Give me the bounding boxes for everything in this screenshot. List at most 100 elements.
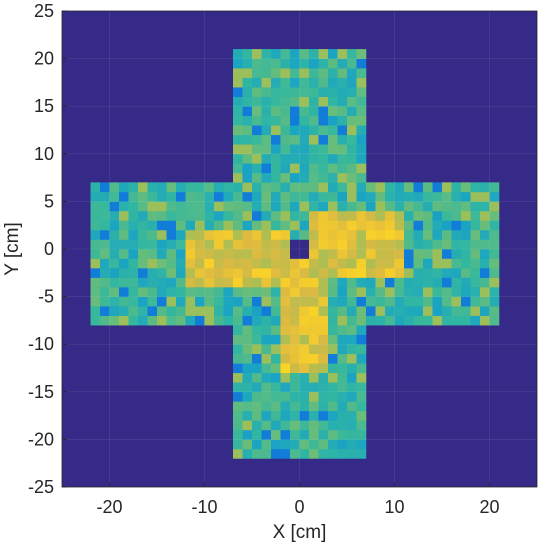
heatmap-cell	[290, 410, 300, 421]
heatmap-cell	[261, 363, 272, 374]
heatmap-cell	[233, 239, 243, 250]
heatmap-cell	[337, 49, 348, 59]
heatmap-cell	[385, 296, 395, 307]
heatmap-cell	[280, 448, 291, 459]
heatmap-cell	[432, 287, 443, 297]
heatmap-cell	[233, 220, 243, 231]
heatmap-cell	[157, 229, 167, 240]
heatmap-cell	[461, 268, 471, 278]
heatmap-cell	[119, 249, 129, 259]
heatmap-cell	[309, 420, 319, 431]
heatmap-cell	[413, 182, 424, 193]
heatmap-cell	[318, 420, 329, 431]
heatmap-cell	[328, 163, 338, 174]
heatmap-cell	[119, 277, 129, 288]
heatmap-cell	[290, 201, 300, 212]
heatmap-cell	[432, 220, 443, 231]
heatmap-cell	[356, 363, 367, 374]
heatmap-cell	[214, 210, 224, 221]
heatmap-cell	[337, 306, 348, 316]
heatmap-cell	[242, 191, 253, 202]
y-tick-label: 20	[34, 49, 54, 69]
heatmap-cell	[347, 163, 357, 174]
heatmap-cell	[470, 315, 481, 326]
heatmap-cell	[309, 334, 319, 345]
heatmap-cell	[261, 172, 272, 183]
heatmap-cell	[195, 210, 205, 221]
heatmap-cell	[442, 268, 452, 278]
heatmap-cell	[252, 372, 262, 383]
heatmap-cell	[347, 334, 357, 345]
heatmap-cell	[318, 353, 329, 364]
heatmap-cell	[252, 334, 262, 345]
heatmap-cell	[100, 182, 110, 193]
heatmap-cell	[356, 153, 367, 164]
heatmap-cell	[185, 229, 196, 240]
heatmap-cell	[261, 439, 272, 450]
heatmap-cell	[356, 125, 367, 136]
heatmap-cell	[309, 77, 319, 88]
heatmap-cell	[328, 296, 338, 307]
heatmap-cell	[176, 306, 186, 316]
heatmap-cell	[328, 201, 338, 212]
heatmap-cell	[470, 220, 481, 231]
heatmap-cell	[138, 258, 148, 269]
x-tick-label: -10	[191, 497, 217, 517]
heatmap-cell	[442, 315, 452, 326]
heatmap-cell	[261, 429, 272, 440]
heatmap-cell	[223, 239, 234, 250]
heatmap-cell	[318, 96, 329, 107]
heatmap-cell	[366, 306, 376, 316]
heatmap-cell	[356, 77, 367, 88]
heatmap-cell	[356, 115, 367, 126]
heatmap-cell	[280, 268, 291, 278]
heatmap-cell	[442, 296, 452, 307]
heatmap-cell	[290, 96, 300, 107]
heatmap-cell	[356, 210, 367, 221]
heatmap-cell	[280, 163, 291, 174]
y-tick-label: 25	[34, 1, 54, 21]
heatmap-cell	[261, 49, 272, 59]
heatmap-cell	[299, 401, 310, 412]
heatmap-cell	[280, 201, 291, 212]
heatmap-cell	[318, 58, 329, 69]
heatmap-cell	[100, 258, 110, 269]
heatmap-cell	[337, 382, 348, 393]
heatmap-cell	[299, 306, 310, 316]
heatmap-cell	[280, 401, 291, 412]
heatmap-cell	[242, 49, 253, 59]
heatmap-cell	[309, 353, 319, 364]
heatmap-cell	[166, 239, 177, 250]
heatmap-cell	[328, 448, 338, 459]
heatmap-cell	[423, 239, 433, 250]
heatmap-cell	[309, 344, 319, 355]
heatmap-cell	[432, 191, 443, 202]
heatmap-cell	[423, 306, 433, 316]
heatmap-cell	[328, 115, 338, 126]
heatmap-cell	[299, 210, 310, 221]
heatmap-cell	[290, 325, 300, 335]
heatmap-cell	[280, 325, 291, 335]
heatmap-cell	[261, 401, 272, 412]
heatmap-cell	[423, 315, 433, 326]
heatmap-cell	[223, 191, 234, 202]
heatmap-cell	[347, 210, 357, 221]
heatmap-cell	[461, 201, 471, 212]
heatmap-cell	[318, 115, 329, 126]
heatmap-cell	[337, 58, 348, 69]
heatmap-cell	[128, 191, 139, 202]
heatmap-cell	[147, 306, 158, 316]
heatmap-cell	[290, 191, 300, 202]
heatmap-cell	[318, 163, 329, 174]
heatmap-cell	[347, 277, 357, 288]
heatmap-cell	[261, 115, 272, 126]
heatmap-cell	[328, 372, 338, 383]
heatmap-cell	[385, 229, 395, 240]
heatmap-cell	[347, 229, 357, 240]
heatmap-cell	[309, 429, 319, 440]
heatmap-cell	[176, 239, 186, 250]
heatmap-cell	[309, 220, 319, 231]
heatmap-cell	[309, 134, 319, 145]
heatmap-cell	[309, 325, 319, 335]
heatmap-cell	[328, 325, 338, 335]
